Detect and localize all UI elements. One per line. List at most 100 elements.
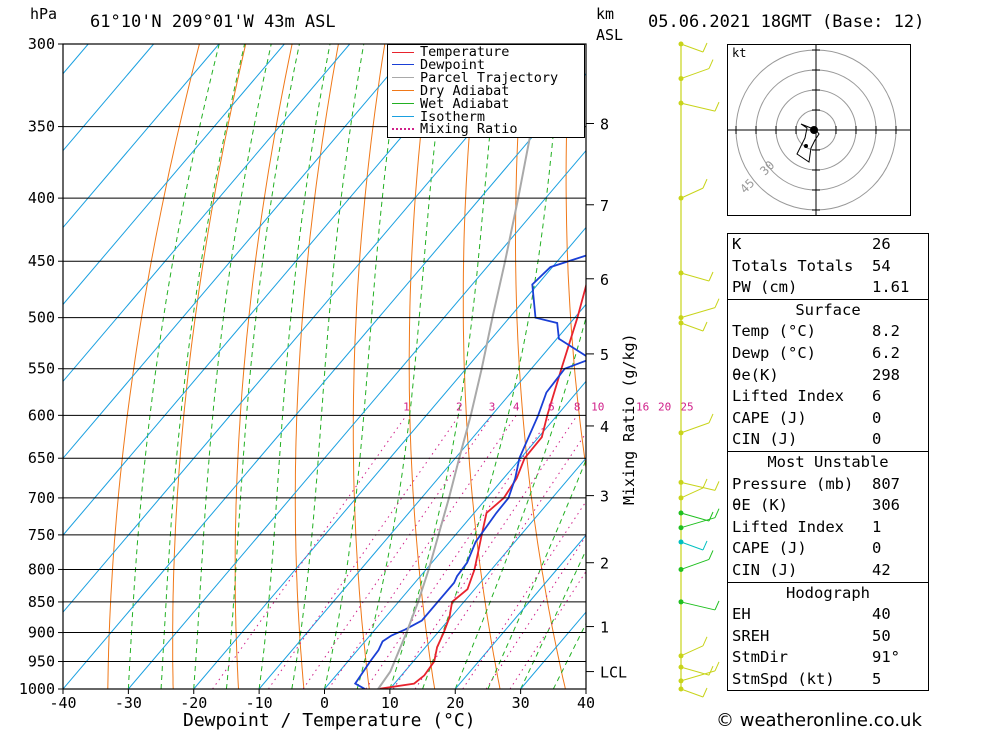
height-ref-label: ASL — [596, 26, 624, 44]
temperature-tick-label: -20 — [180, 694, 207, 712]
index-label: CIN (J) — [732, 430, 798, 449]
hodograph-title: Hodograph — [786, 583, 870, 602]
pressure-tick-label: 850 — [28, 593, 55, 611]
wind-barb — [680, 187, 704, 199]
wind-barb — [680, 601, 716, 611]
index-value: 40 — [872, 605, 891, 624]
mixing-ratio-line — [509, 570, 586, 689]
isotherm — [63, 44, 416, 460]
mixing-ratio-line — [302, 415, 493, 689]
legend-label: Isotherm — [420, 108, 486, 125]
isotherm — [63, 44, 155, 152]
index-value: 6.2 — [872, 343, 900, 362]
index-value: 8.2 — [872, 322, 900, 341]
mixing-ratio-label: 25 — [680, 400, 693, 413]
wind-barb — [680, 272, 710, 282]
most-unstable-indices: Most Unstable Pressure (mb) 807 θE (K) 306 L… — [728, 450, 928, 582]
height-tick-label: 3 — [600, 488, 609, 506]
index-label: Totals Totals — [732, 256, 854, 275]
wind-barb — [680, 645, 704, 657]
credit-link[interactable]: © weatheronline.co.uk — [716, 710, 922, 731]
height-tick-label: 8 — [600, 116, 609, 134]
mixing-ratio-line — [212, 415, 407, 689]
wet-adiabat — [160, 44, 246, 689]
index-value: 5 — [872, 669, 882, 688]
temperature-tick-label: 0 — [320, 694, 329, 712]
wind-barb-flag — [714, 508, 720, 518]
legend-item: Temperature — [392, 45, 509, 59]
temperature-tick-label: 40 — [577, 694, 595, 712]
pressure-tick-label: 750 — [28, 526, 55, 544]
hodograph-unit: kt — [732, 46, 746, 60]
wet-adiabat — [324, 44, 403, 689]
index-row: θe(K) 298 — [728, 365, 928, 387]
index-value: 91° — [872, 648, 900, 667]
wet-adiabat — [422, 44, 563, 689]
wind-barb-flag — [702, 42, 708, 53]
index-label: θE (K) — [732, 496, 788, 515]
index-row: StmDir 91° — [728, 647, 928, 669]
wind-barb — [680, 43, 704, 53]
dry-adiabat — [352, 44, 386, 689]
wind-barb — [680, 68, 710, 80]
wind-barb-flag — [714, 481, 720, 491]
index-row: StmSpd (kt) 5 — [728, 669, 928, 691]
mixing-ratio-line — [328, 415, 517, 689]
isotherm — [389, 457, 586, 689]
isotherm — [63, 44, 547, 613]
wet-adiabat — [127, 44, 220, 689]
surface-title: Surface — [795, 300, 861, 319]
wet-adiabat — [225, 44, 300, 689]
pressure-tick-label: 400 — [28, 189, 55, 207]
height-tick-label: 1 — [600, 619, 609, 637]
isotherm — [63, 44, 481, 536]
mixing-ratio-label: 1 — [403, 400, 410, 413]
index-row: Totals Totals 54 — [728, 256, 928, 278]
isotherm — [63, 72, 586, 689]
wet-adiabat — [356, 44, 447, 689]
index-value: 50 — [872, 626, 891, 645]
x-axis-label: Dewpoint / Temperature (°C) — [183, 710, 476, 731]
isotherm — [127, 149, 586, 689]
hodograph-point — [804, 144, 808, 148]
wind-barb — [680, 422, 710, 434]
index-row: Lifted Index 6 — [728, 386, 928, 408]
height-tick-label: 7 — [600, 197, 609, 215]
index-row: CAPE (J) 0 — [728, 538, 928, 560]
wind-barb-flag — [714, 298, 720, 308]
temperature-tick-label: -40 — [49, 694, 76, 712]
wind-barb — [680, 558, 710, 570]
index-label: Temp (°C) — [732, 322, 816, 341]
dry-adiabat — [941, 44, 1000, 689]
wind-barb-flag — [714, 101, 720, 112]
dry-adiabat — [107, 44, 200, 689]
pressure-tick-label: 1000 — [19, 680, 55, 698]
legend-label: Dewpoint — [420, 56, 486, 73]
wind-barb-flag — [708, 271, 714, 282]
wind-barb-flag — [708, 413, 714, 424]
index-value: 6 — [872, 387, 882, 406]
mixing-ratio-line — [267, 415, 460, 689]
legend-swatch — [392, 116, 414, 117]
mixing-ratio-label: 8 — [574, 400, 581, 413]
height-tick-label: 6 — [600, 271, 609, 289]
index-label: CAPE (J) — [732, 539, 807, 558]
wind-barb — [680, 517, 716, 529]
hodograph-trace — [796, 123, 820, 163]
height-unit-label: km — [596, 5, 615, 23]
wind-barb-flag — [714, 661, 720, 672]
dry-adiabat — [294, 44, 339, 689]
wet-adiabat — [258, 44, 331, 689]
index-label: PW (cm) — [732, 278, 798, 297]
index-value: 306 — [872, 496, 900, 515]
mixing-ratio-label: 10 — [591, 400, 604, 413]
mixing-ratio-line — [392, 415, 578, 689]
index-value: 0 — [872, 408, 882, 427]
temperature-tick-label: 10 — [381, 694, 399, 712]
index-value: 1 — [872, 517, 882, 536]
legend-swatch — [392, 64, 414, 66]
index-row: Dewp (°C) 6.2 — [728, 343, 928, 365]
sounding-datetime: 05.06.2021 18GMT (Base: 12) — [648, 12, 925, 32]
index-label: Pressure (mb) — [732, 474, 854, 493]
